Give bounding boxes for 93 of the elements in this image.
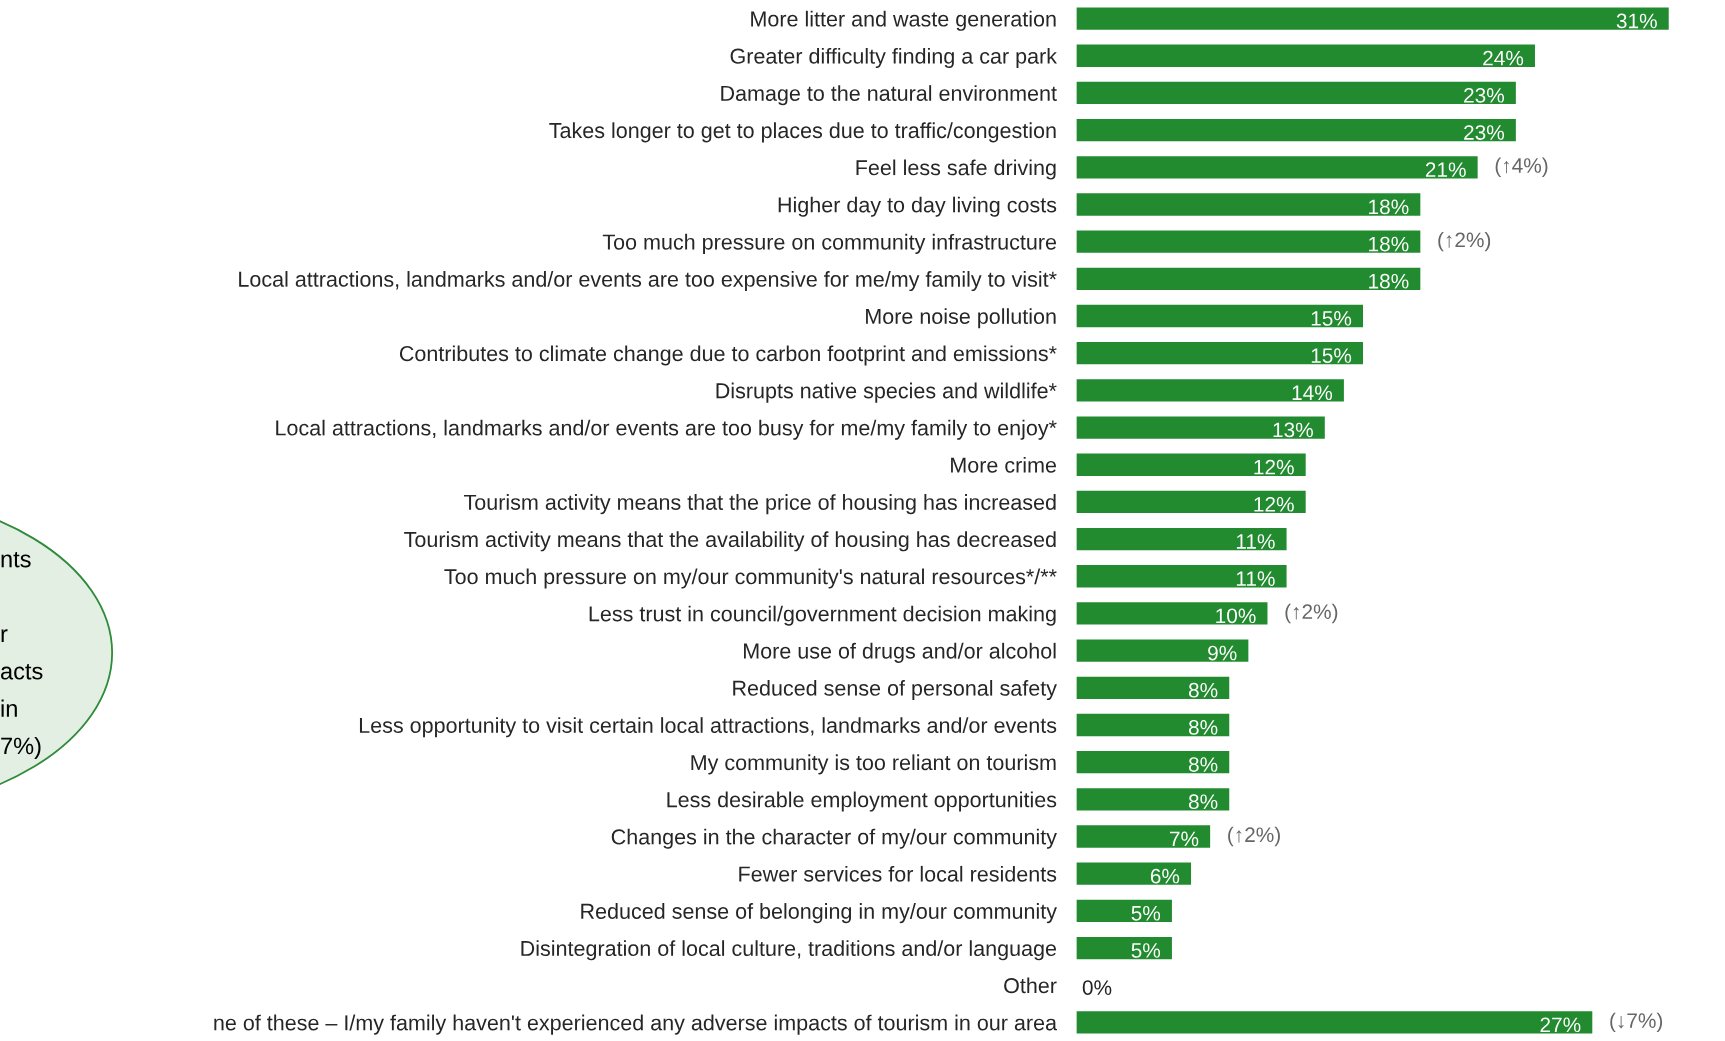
y-tick-label: Less trust in council/government decision making — [589, 605, 1056, 626]
data-label: 8% — [1188, 757, 1218, 772]
y-tick-label: Tourism activity means that the price of housing has increased — [463, 494, 1056, 515]
bar — [1076, 936, 1172, 960]
data-label: 8% — [1188, 682, 1218, 698]
y-tick-label: Reduced sense of personal safety — [733, 680, 1057, 701]
data-label: 24% — [1483, 50, 1524, 66]
data-label: 18% — [1369, 199, 1409, 215]
bar — [1076, 899, 1172, 923]
y-tick-label: More noise pollution — [866, 308, 1056, 329]
data-label: 18% — [1369, 273, 1409, 289]
bar — [1076, 44, 1535, 67]
y-tick-label: Too much pressure on community infrastructure — [602, 233, 1057, 254]
bar — [1076, 639, 1249, 662]
text: r — [1, 629, 8, 642]
y-tick-label: Disrupts native species and wildlife* — [716, 382, 1057, 403]
data-label: 11% — [1236, 534, 1275, 549]
bar — [1076, 490, 1306, 514]
bar — [1076, 676, 1230, 699]
y-tick-label: Local attractions, landmarks and/or events are too expensive for me/my family to visit* — [239, 271, 1057, 292]
data-label: 23% — [1464, 125, 1505, 140]
y-tick-label: Tourism activity means that the availability of housing has decreased — [404, 531, 1056, 552]
y-tick-label: Disintegration of local culture, traditions and/or language — [521, 940, 1057, 961]
annotation: (↑2%) — [1228, 826, 1280, 847]
bar — [1076, 565, 1287, 588]
y-tick-label: ne of these – I/my family haven't experienced any adverse impacts of tourism in our area — [214, 1014, 1058, 1035]
data-label: 12% — [1254, 496, 1294, 512]
bar — [1076, 342, 1364, 365]
bar — [1076, 1011, 1593, 1034]
bar — [1076, 788, 1230, 811]
y-tick-label: More use of drugs and/or alcohol — [744, 642, 1056, 663]
data-label: 15% — [1311, 348, 1352, 363]
data-label: 5% — [1131, 943, 1161, 958]
data-label: 7% — [1170, 831, 1199, 847]
data-label: 8% — [1188, 719, 1218, 735]
y-tick-label: More crime — [951, 456, 1057, 473]
y-tick-label: Fewer services for local residents — [739, 865, 1057, 882]
bar — [1076, 193, 1421, 216]
data-label: 12% — [1254, 459, 1294, 475]
y-tick-label: My community is too reliant on tourism — [691, 754, 1056, 775]
data-label: 8% — [1188, 794, 1218, 810]
y-tick-label: Takes longer to get to places due to traffic/congestion — [549, 122, 1056, 143]
data-label: 10% — [1216, 608, 1256, 624]
bar — [1076, 862, 1192, 885]
y-tick-label: Contributes to climate change due to carbon footprint and emissions* — [399, 345, 1057, 366]
y-tick-label: Too much pressure on my/our community's natural resources*/** — [444, 568, 1057, 589]
bar — [1076, 825, 1211, 848]
text: in — [1, 699, 17, 717]
y-tick-label: Changes in the character of my/our community — [611, 828, 1057, 849]
data-label: 9% — [1208, 645, 1237, 661]
bar — [1076, 379, 1344, 402]
bar — [1076, 118, 1516, 142]
bar — [1076, 304, 1364, 328]
bar — [1076, 416, 1325, 439]
annotation: (↑4%) — [1495, 157, 1548, 177]
annotation: (↓7%) — [1610, 1012, 1663, 1033]
data-label: 14% — [1292, 385, 1333, 401]
data-label: 13% — [1273, 422, 1313, 438]
y-tick-label: Other — [1004, 977, 1057, 994]
y-tick-label: More litter and waste generation — [751, 10, 1056, 31]
data-label: 31% — [1616, 13, 1657, 29]
data-label: 27% — [1540, 1017, 1581, 1033]
y-tick-label: Reduced sense of belonging in my/our community — [581, 903, 1057, 924]
data-label: 18% — [1369, 236, 1409, 252]
annotation: (↑2%) — [1285, 603, 1338, 624]
y-tick-label: Less desirable employment opportunities — [667, 791, 1057, 812]
data-label: 6% — [1150, 868, 1180, 884]
bar — [1076, 751, 1230, 774]
data-label: 23% — [1464, 87, 1505, 103]
y-tick-label: Local attractions, landmarks and/or events are too busy for me/my family to enjoy* — [276, 419, 1057, 440]
bar — [1076, 602, 1268, 625]
data-label: 11% — [1236, 571, 1275, 586]
bar — [1076, 713, 1230, 737]
bar — [1076, 230, 1421, 253]
y-tick-label: Greater difficulty finding a car park — [730, 47, 1058, 69]
bar — [1076, 453, 1306, 476]
bar — [1076, 7, 1669, 30]
data-label: 15% — [1311, 311, 1352, 326]
text: acts — [1, 664, 43, 680]
text: 7%) — [1, 736, 41, 759]
y-tick-label: Higher day to day living costs — [778, 196, 1057, 217]
data-label: 0% — [1082, 980, 1112, 995]
text: nts — [1, 551, 31, 568]
y-tick-label: Feel less safe driving — [856, 159, 1056, 180]
bar — [1076, 527, 1287, 551]
bar — [1076, 156, 1478, 179]
y-tick-label: Damage to the natural environment — [721, 85, 1057, 106]
annotation: (↑2%) — [1438, 231, 1491, 252]
bar — [1076, 81, 1516, 105]
y-tick-label: Less opportunity to visit certain local attractions, landmarks and/or events — [359, 717, 1057, 738]
data-label: 21% — [1425, 162, 1466, 177]
bar — [1076, 267, 1421, 290]
data-label: 5% — [1131, 905, 1161, 921]
